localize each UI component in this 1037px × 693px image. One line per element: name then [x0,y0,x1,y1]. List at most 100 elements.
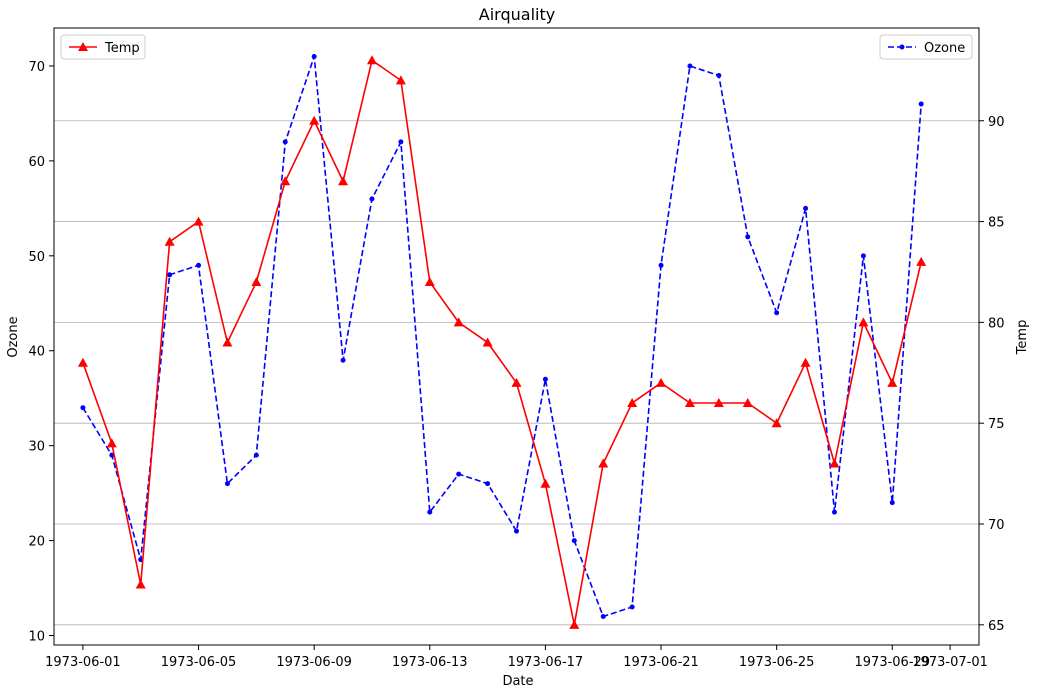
chart-title: Airquality [479,5,555,24]
legend-ozone: Ozone [879,34,973,60]
ozone-point [253,452,259,458]
temp-point [309,115,320,125]
temp-point [453,317,464,327]
ozone-point [774,310,780,316]
ozone-point [542,376,548,382]
legend-temp: Temp [60,34,146,60]
ozone-point [889,500,895,506]
x-tick-label: 1973-06-13 [392,655,468,670]
legend-marker [899,44,905,50]
temp-point [251,277,262,287]
axes: 1973-06-01 1973-06-05 1973-06-09 1973-06-13… [28,60,1004,670]
right-y-tick-label: 75 [988,417,1005,432]
temp-point [424,277,435,287]
right-y-tick-label: 90 [988,115,1005,130]
temp-point [106,438,117,448]
x-tick-label: 1973-06-05 [161,655,237,670]
left-y-tick-label: 10 [28,630,45,645]
right-y-tick-label: 80 [988,316,1005,331]
ozone-point [514,528,519,534]
temp-point [135,579,146,589]
temp-point [540,478,551,488]
ozone-point [716,72,722,78]
legend-box [60,34,146,60]
x-axis-title: Date [502,674,533,689]
x-tick-label: 1973-06-21 [623,655,699,670]
ozone-point [311,53,317,59]
left-y-tick-label: 50 [28,250,45,265]
temp-point [222,337,233,347]
ozone-point [918,101,924,107]
ozone-point [687,63,693,69]
ozone-point [369,196,375,202]
ozone-point [398,139,404,145]
temp-point [800,357,811,367]
temp-point [193,216,204,226]
temp-point [482,337,493,347]
temp-line [82,58,922,625]
temp-point [771,418,782,428]
temp-point [684,398,695,408]
temp-point [164,236,175,246]
ozone-point [340,357,346,363]
temp-point [280,176,291,186]
right-axis-gridlines [54,120,979,626]
ozone-point [600,614,606,620]
ozone-point [629,604,635,610]
ozone-point [658,262,664,268]
temp-point [338,176,349,186]
ozone-point [224,481,230,487]
right-y-tick-label: 70 [988,518,1005,533]
series-temp [77,55,927,629]
x-tick-label: 1973-06-29 [855,655,931,670]
ozone-point [282,139,288,145]
temp-point [598,458,609,468]
series-ozone [80,53,924,620]
ozone-point [427,509,433,515]
temp-point [77,357,88,367]
x-tick-label: 1973-07-01 [912,655,988,670]
legend-box [879,34,973,60]
x-tick-label: 1973-06-09 [276,655,352,670]
ozone-point [571,538,577,544]
temp-point [366,55,377,65]
ozone-point [860,253,866,259]
ozone-point [80,405,86,411]
ozone-point [167,272,173,278]
temp-point [887,377,898,387]
legends: Ozone Temp [60,34,973,60]
right-y-tick-label: 65 [988,619,1005,634]
temp-point [395,75,406,85]
legend-marker [78,42,88,51]
temp-point [742,398,753,408]
temp-point [829,458,840,468]
left-y-tick-label: 60 [28,155,45,170]
temp-point [511,377,522,387]
x-tick-label: 1973-06-01 [45,655,121,670]
ozone-point [745,234,751,240]
right-y-tick-label: 85 [988,216,1005,231]
temp-point [713,398,724,408]
ozone-line [82,56,922,618]
left-y-tick-label: 20 [28,535,45,550]
ozone-point [485,481,491,487]
ozone-point [196,262,202,268]
x-tick-label: 1973-06-25 [739,655,815,670]
temp-point [656,377,667,387]
x-tick-label: 1973-06-17 [508,655,584,670]
ozone-point [803,205,809,211]
plot-series [77,53,927,629]
ozone-point [831,509,837,515]
plot-frame [53,27,980,646]
ozone-point [456,471,462,477]
temp-point [858,317,869,327]
left-axis-title: Ozone [6,316,21,357]
temp-point [569,619,580,629]
legend-label: Temp [104,41,140,56]
temp-point [627,398,638,408]
temp-point [916,256,927,266]
ozone-point [109,452,115,458]
legend-label: Ozone [924,41,965,56]
left-y-tick-label: 30 [28,440,45,455]
